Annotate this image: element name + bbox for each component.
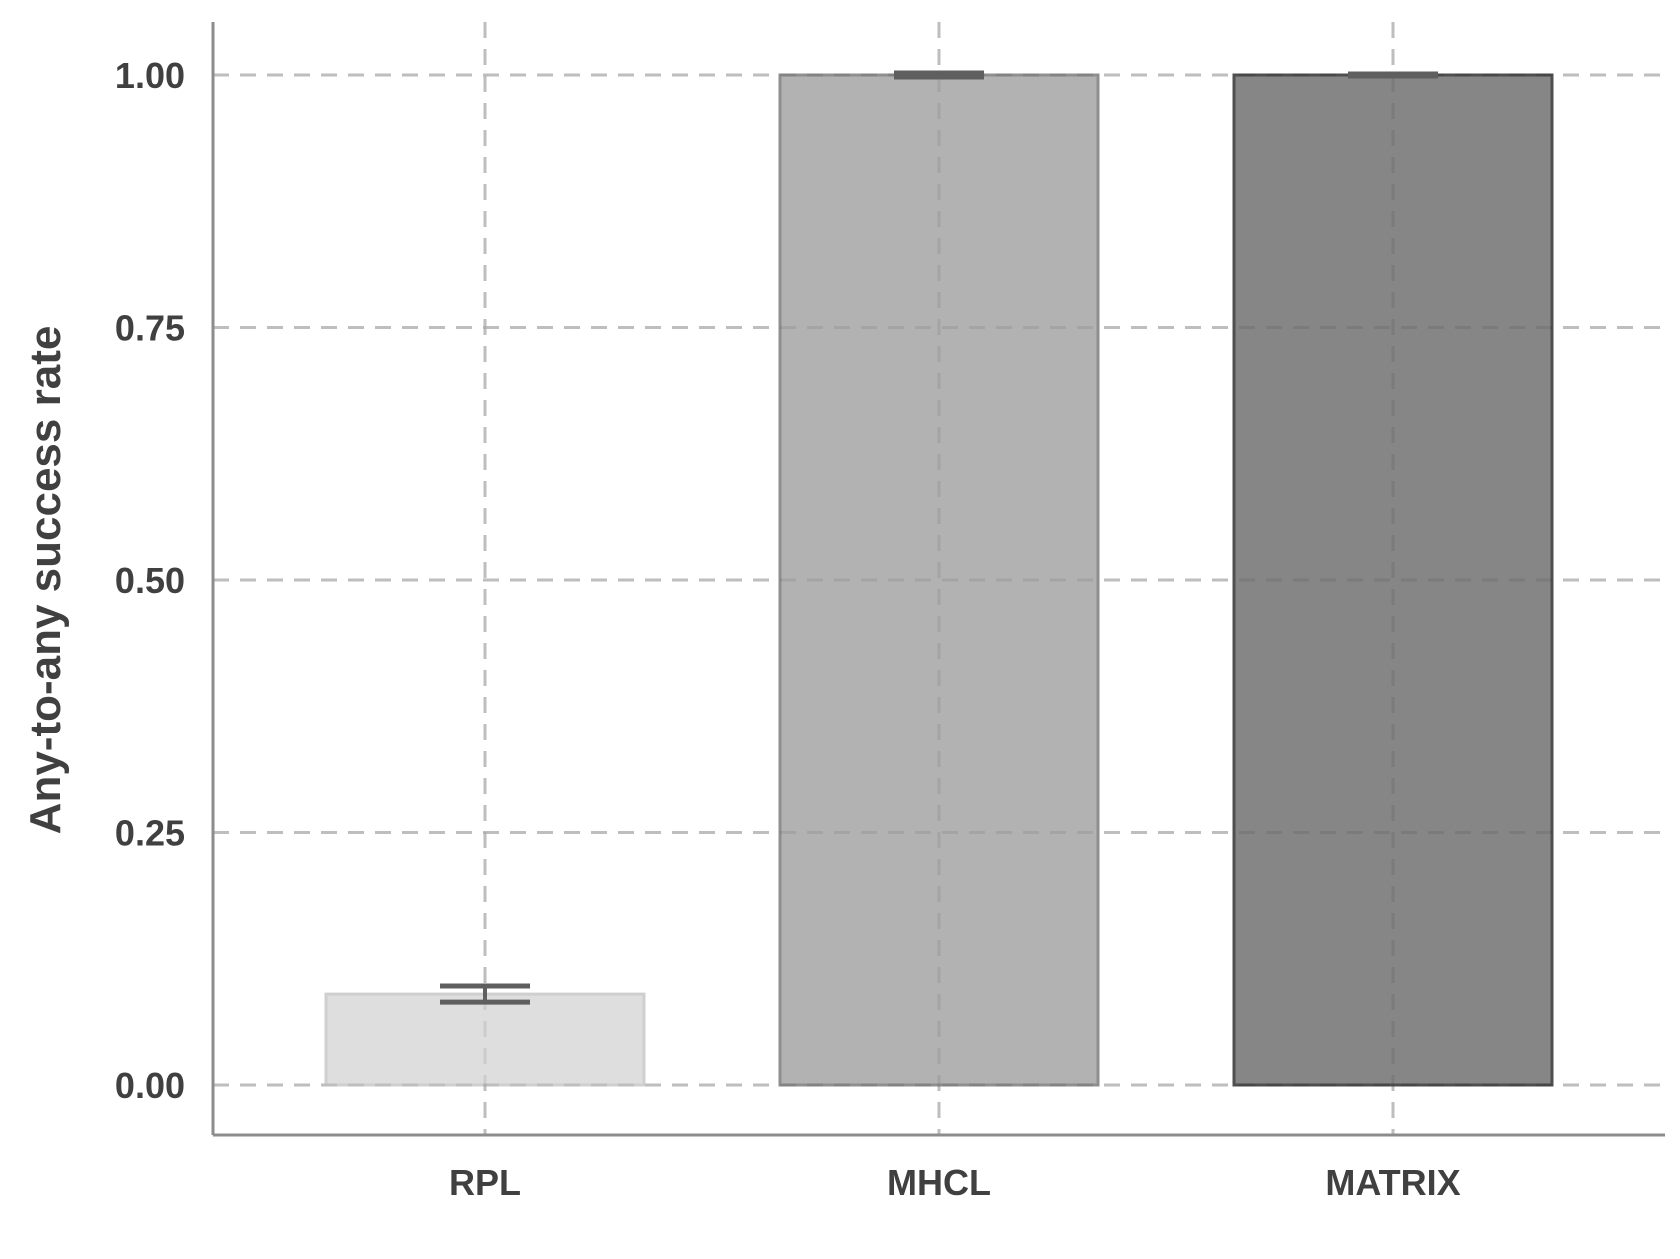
error-bar xyxy=(894,70,984,80)
error-bar-layer xyxy=(440,70,1438,1005)
bar xyxy=(324,992,646,1087)
y-tick-label: 1.00 xyxy=(115,55,185,96)
x-tick-label: RPL xyxy=(449,1162,521,1203)
y-tick-label: 0.00 xyxy=(115,1065,185,1106)
bar xyxy=(1232,73,1554,1087)
x-tick-label: MATRIX xyxy=(1325,1162,1460,1203)
y-tick-label: 0.25 xyxy=(115,813,185,854)
bar-layer xyxy=(213,22,1665,1135)
axis-layer xyxy=(211,22,1665,1137)
x-tick-label: MHCL xyxy=(887,1162,991,1203)
tick-label-layer: 0.00 0.25 0.50 0.75 1.00 RPL MHCL MATRIX xyxy=(115,55,1461,1203)
y-axis-label: Any-to-any success rate xyxy=(21,326,70,835)
y-tick-label: 0.75 xyxy=(115,308,185,349)
error-bar xyxy=(1348,71,1438,79)
error-bar xyxy=(440,983,530,1005)
y-tick-label: 0.50 xyxy=(115,560,185,601)
bar xyxy=(778,73,1100,1087)
